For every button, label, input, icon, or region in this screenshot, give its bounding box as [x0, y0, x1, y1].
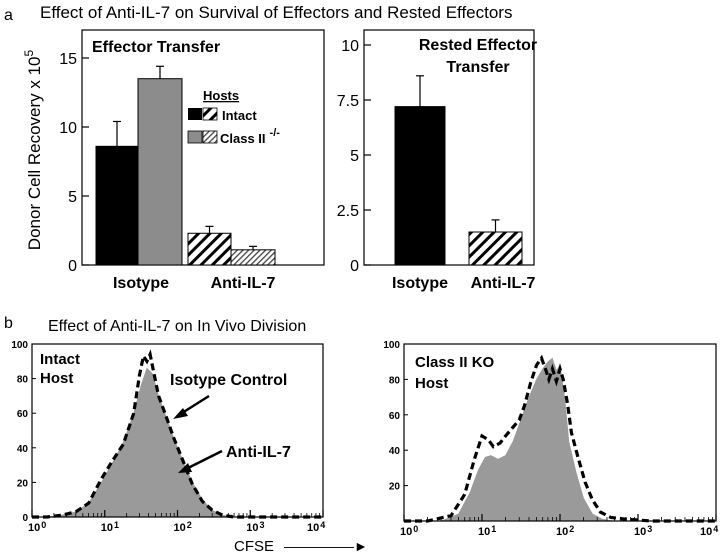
- bar-isotype-class-ii: [137, 78, 183, 266]
- rested-effector-chart: Rested Effector Transfer 0 2.5 5 7.5 10 Isot…: [337, 29, 537, 292]
- cfse-axis-arrow: —————►: [284, 538, 368, 554]
- rested-chart-title-line1: Rested Effector: [419, 37, 537, 54]
- intact-ytick-label-80: 80: [17, 375, 29, 386]
- class-ii-ytick-label-40: 40: [389, 446, 401, 457]
- rested-xlabel-isotype: Isotype: [392, 275, 448, 292]
- isotype-control-label: Isotype Control: [170, 372, 287, 389]
- panel-b-letter: b: [4, 315, 13, 332]
- rested-y-tick-label-0: 0: [350, 258, 359, 275]
- cfse-axis-label: CFSE: [234, 538, 274, 555]
- effector-y-axis: 0 5 10 15: [59, 51, 89, 275]
- intact-anti-il7-area: [32, 367, 323, 518]
- effector-y-tick-label-1: 5: [68, 189, 77, 206]
- intact-xtick-label-1: 101: [101, 520, 119, 534]
- bar-anti-il7-class-ii: [230, 249, 276, 266]
- legend-swatch-hatch-fine: [202, 130, 218, 144]
- rested-bar-isotype: [394, 106, 446, 266]
- effector-y-tick-label-2: 10: [59, 120, 77, 137]
- y-axis-label: Donor Cell Recovery x 105: [22, 49, 44, 250]
- legend-title: Hosts: [203, 88, 239, 103]
- class-ii-ko-histogram: 20 40 60 80 100 100 101 102 103 104 Class II KO H…: [383, 340, 718, 538]
- intact-xtick-label-2: 102: [174, 520, 192, 534]
- class-ii-isotype-dashed-line: [404, 354, 716, 523]
- effector-chart-title: Effector Transfer: [92, 39, 220, 56]
- intact-ytick-label-0: 0: [22, 513, 28, 524]
- legend-swatch-black: [188, 108, 202, 120]
- rested-xlabel-anti-il7: Anti-IL-7: [471, 275, 536, 292]
- legend-swatch-hatch: [202, 107, 218, 121]
- effector-transfer-chart: Effector Transfer 0 5 10 15 Isotype Anti-IL…: [59, 29, 325, 292]
- rested-chart-title-line2: Transfer: [446, 59, 509, 76]
- intact-host-label-line1: Intact: [40, 351, 80, 368]
- class-ii-ytick-label-20: 20: [389, 482, 401, 493]
- panel-b-title: Effect of Anti-IL-7 on In Vivo Division: [48, 318, 306, 335]
- class-ii-ytick-label-60: 60: [389, 411, 401, 422]
- class-ii-xtick-label-3: 103: [634, 524, 652, 538]
- intact-xtick-label-0: 100: [28, 520, 46, 534]
- intact-xtick-label-3: 103: [246, 520, 264, 534]
- anti-il7-arrow: [178, 449, 223, 473]
- rested-y-axis: 0 2.5 5 7.5 10: [337, 38, 371, 275]
- effector-y-tick-label-3: 15: [59, 51, 77, 68]
- class-ii-anti-il7-area: [404, 357, 716, 522]
- class-ii-xtick-label-4: 104: [700, 524, 718, 538]
- panel-a-title: Effect of Anti-IL-7 on Survival of Effec…: [40, 3, 512, 22]
- intact-xtick-label-4: 104: [307, 520, 325, 534]
- intact-host-label-line2: Host: [40, 370, 73, 387]
- legend-swatch-gray: [187, 130, 203, 144]
- class-ii-label-line2: Host: [415, 375, 448, 392]
- rested-plot-frame: [363, 29, 535, 266]
- legend-label-class-ii: Class II -/-: [220, 127, 280, 146]
- rested-bar-anti-il7: [468, 231, 523, 266]
- panel-a-letter: a: [4, 7, 13, 24]
- intact-ytick-label-20: 20: [17, 478, 29, 489]
- effector-y-tick-label-0: 0: [68, 258, 77, 275]
- bar-anti-il7-intact: [187, 232, 232, 266]
- class-ii-xtick-label-0: 100: [400, 524, 418, 538]
- rested-y-tick-label-2: 5: [350, 148, 359, 165]
- class-ii-histogram-axes: 20 40 60 80 100 100 101 102 103 104: [383, 340, 718, 538]
- intact-histogram-axes: 0 20 40 60 80 100 100 101 102 103 104: [11, 340, 325, 534]
- rested-bars: [394, 75, 523, 266]
- class-ii-xtick-label-2: 102: [556, 524, 574, 538]
- intact-ytick-label-40: 40: [17, 444, 29, 455]
- bar-isotype-intact: [95, 145, 139, 266]
- isotype-control-arrow: [173, 394, 210, 419]
- effector-xlabel-anti-il7: Anti-IL-7: [211, 275, 276, 292]
- anti-il7-label: Anti-IL-7: [226, 444, 291, 461]
- hosts-legend: Hosts Intact Class II -/-: [187, 88, 280, 146]
- class-ii-histogram-plot: [404, 354, 716, 523]
- effector-xlabel-isotype: Isotype: [113, 275, 169, 292]
- rested-y-tick-label-3: 7.5: [337, 93, 359, 110]
- rested-y-tick-label-1: 2.5: [337, 203, 359, 220]
- intact-ytick-label-100: 100: [11, 340, 28, 351]
- class-ii-ytick-label-80: 80: [389, 375, 401, 386]
- class-ii-xtick-label-1: 101: [478, 524, 496, 538]
- legend-label-intact: Intact: [222, 108, 257, 123]
- class-ii-ytick-label-100: 100: [383, 340, 400, 351]
- effector-bars: [95, 65, 276, 266]
- intact-ytick-label-60: 60: [17, 409, 29, 420]
- rested-y-tick-label-4: 10: [341, 38, 359, 55]
- class-ii-label-line1: Class II KO: [415, 354, 495, 371]
